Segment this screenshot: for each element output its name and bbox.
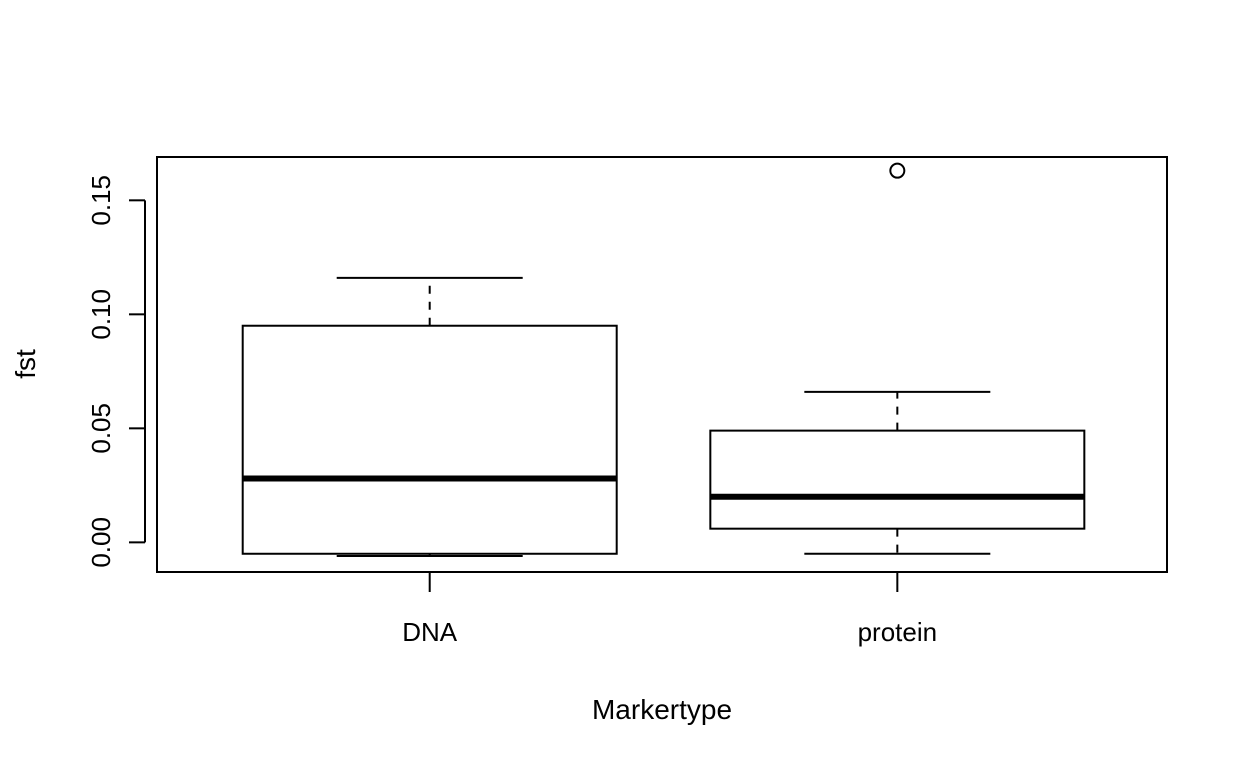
outlier-point [889,162,906,179]
y-tick-label: 0.15 [86,175,116,226]
plot-area: 0.00 0.05 0.10 0.15 DNA protein [86,156,1168,647]
x-tick-label: DNA [402,617,458,647]
y-tick-label: 0.05 [86,403,116,454]
y-tick-label: 0.10 [86,289,116,340]
x-tick-label: protein [858,617,938,647]
box-iqr [709,429,1086,530]
x-axis-label: Markertype [592,694,732,725]
plot-frame [156,156,1168,573]
y-tick-label: 0.00 [86,517,116,568]
y-axis-label: fst [10,349,41,379]
box-iqr [241,324,618,555]
